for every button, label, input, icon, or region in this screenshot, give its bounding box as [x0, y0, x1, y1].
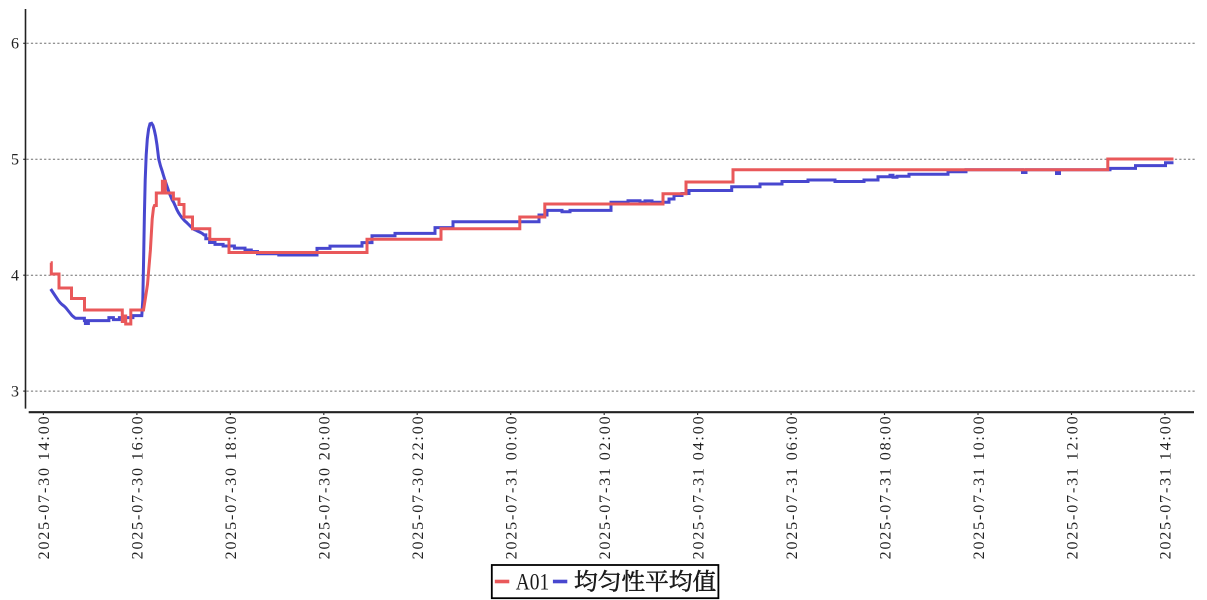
svg-text:4: 4: [11, 268, 19, 285]
svg-text:2025-07-30 18:00: 2025-07-30 18:00: [223, 416, 240, 559]
svg-text:2025-07-31 06:00: 2025-07-31 06:00: [784, 416, 801, 559]
svg-text:3: 3: [11, 383, 19, 400]
svg-text:2025-07-31 02:00: 2025-07-31 02:00: [597, 416, 614, 559]
svg-text:2025-07-31 00:00: 2025-07-31 00:00: [504, 416, 521, 559]
svg-text:2025-07-31 04:00: 2025-07-31 04:00: [690, 416, 707, 559]
svg-text:2025-07-31 14:00: 2025-07-31 14:00: [1158, 416, 1175, 559]
svg-text:2025-07-30 20:00: 2025-07-30 20:00: [317, 416, 334, 559]
svg-text:2025-07-30 14:00: 2025-07-30 14:00: [36, 416, 53, 559]
svg-text:2025-07-31 12:00: 2025-07-31 12:00: [1064, 416, 1081, 559]
svg-text:2025-07-30 22:00: 2025-07-30 22:00: [410, 416, 427, 559]
svg-text:2025-07-30 16:00: 2025-07-30 16:00: [130, 416, 147, 559]
svg-text:2025-07-31 10:00: 2025-07-31 10:00: [971, 416, 988, 559]
svg-text:A01: A01: [516, 570, 550, 595]
svg-text:6: 6: [11, 36, 19, 53]
svg-text:5: 5: [11, 152, 19, 169]
svg-text:2025-07-31 08:00: 2025-07-31 08:00: [877, 416, 894, 559]
